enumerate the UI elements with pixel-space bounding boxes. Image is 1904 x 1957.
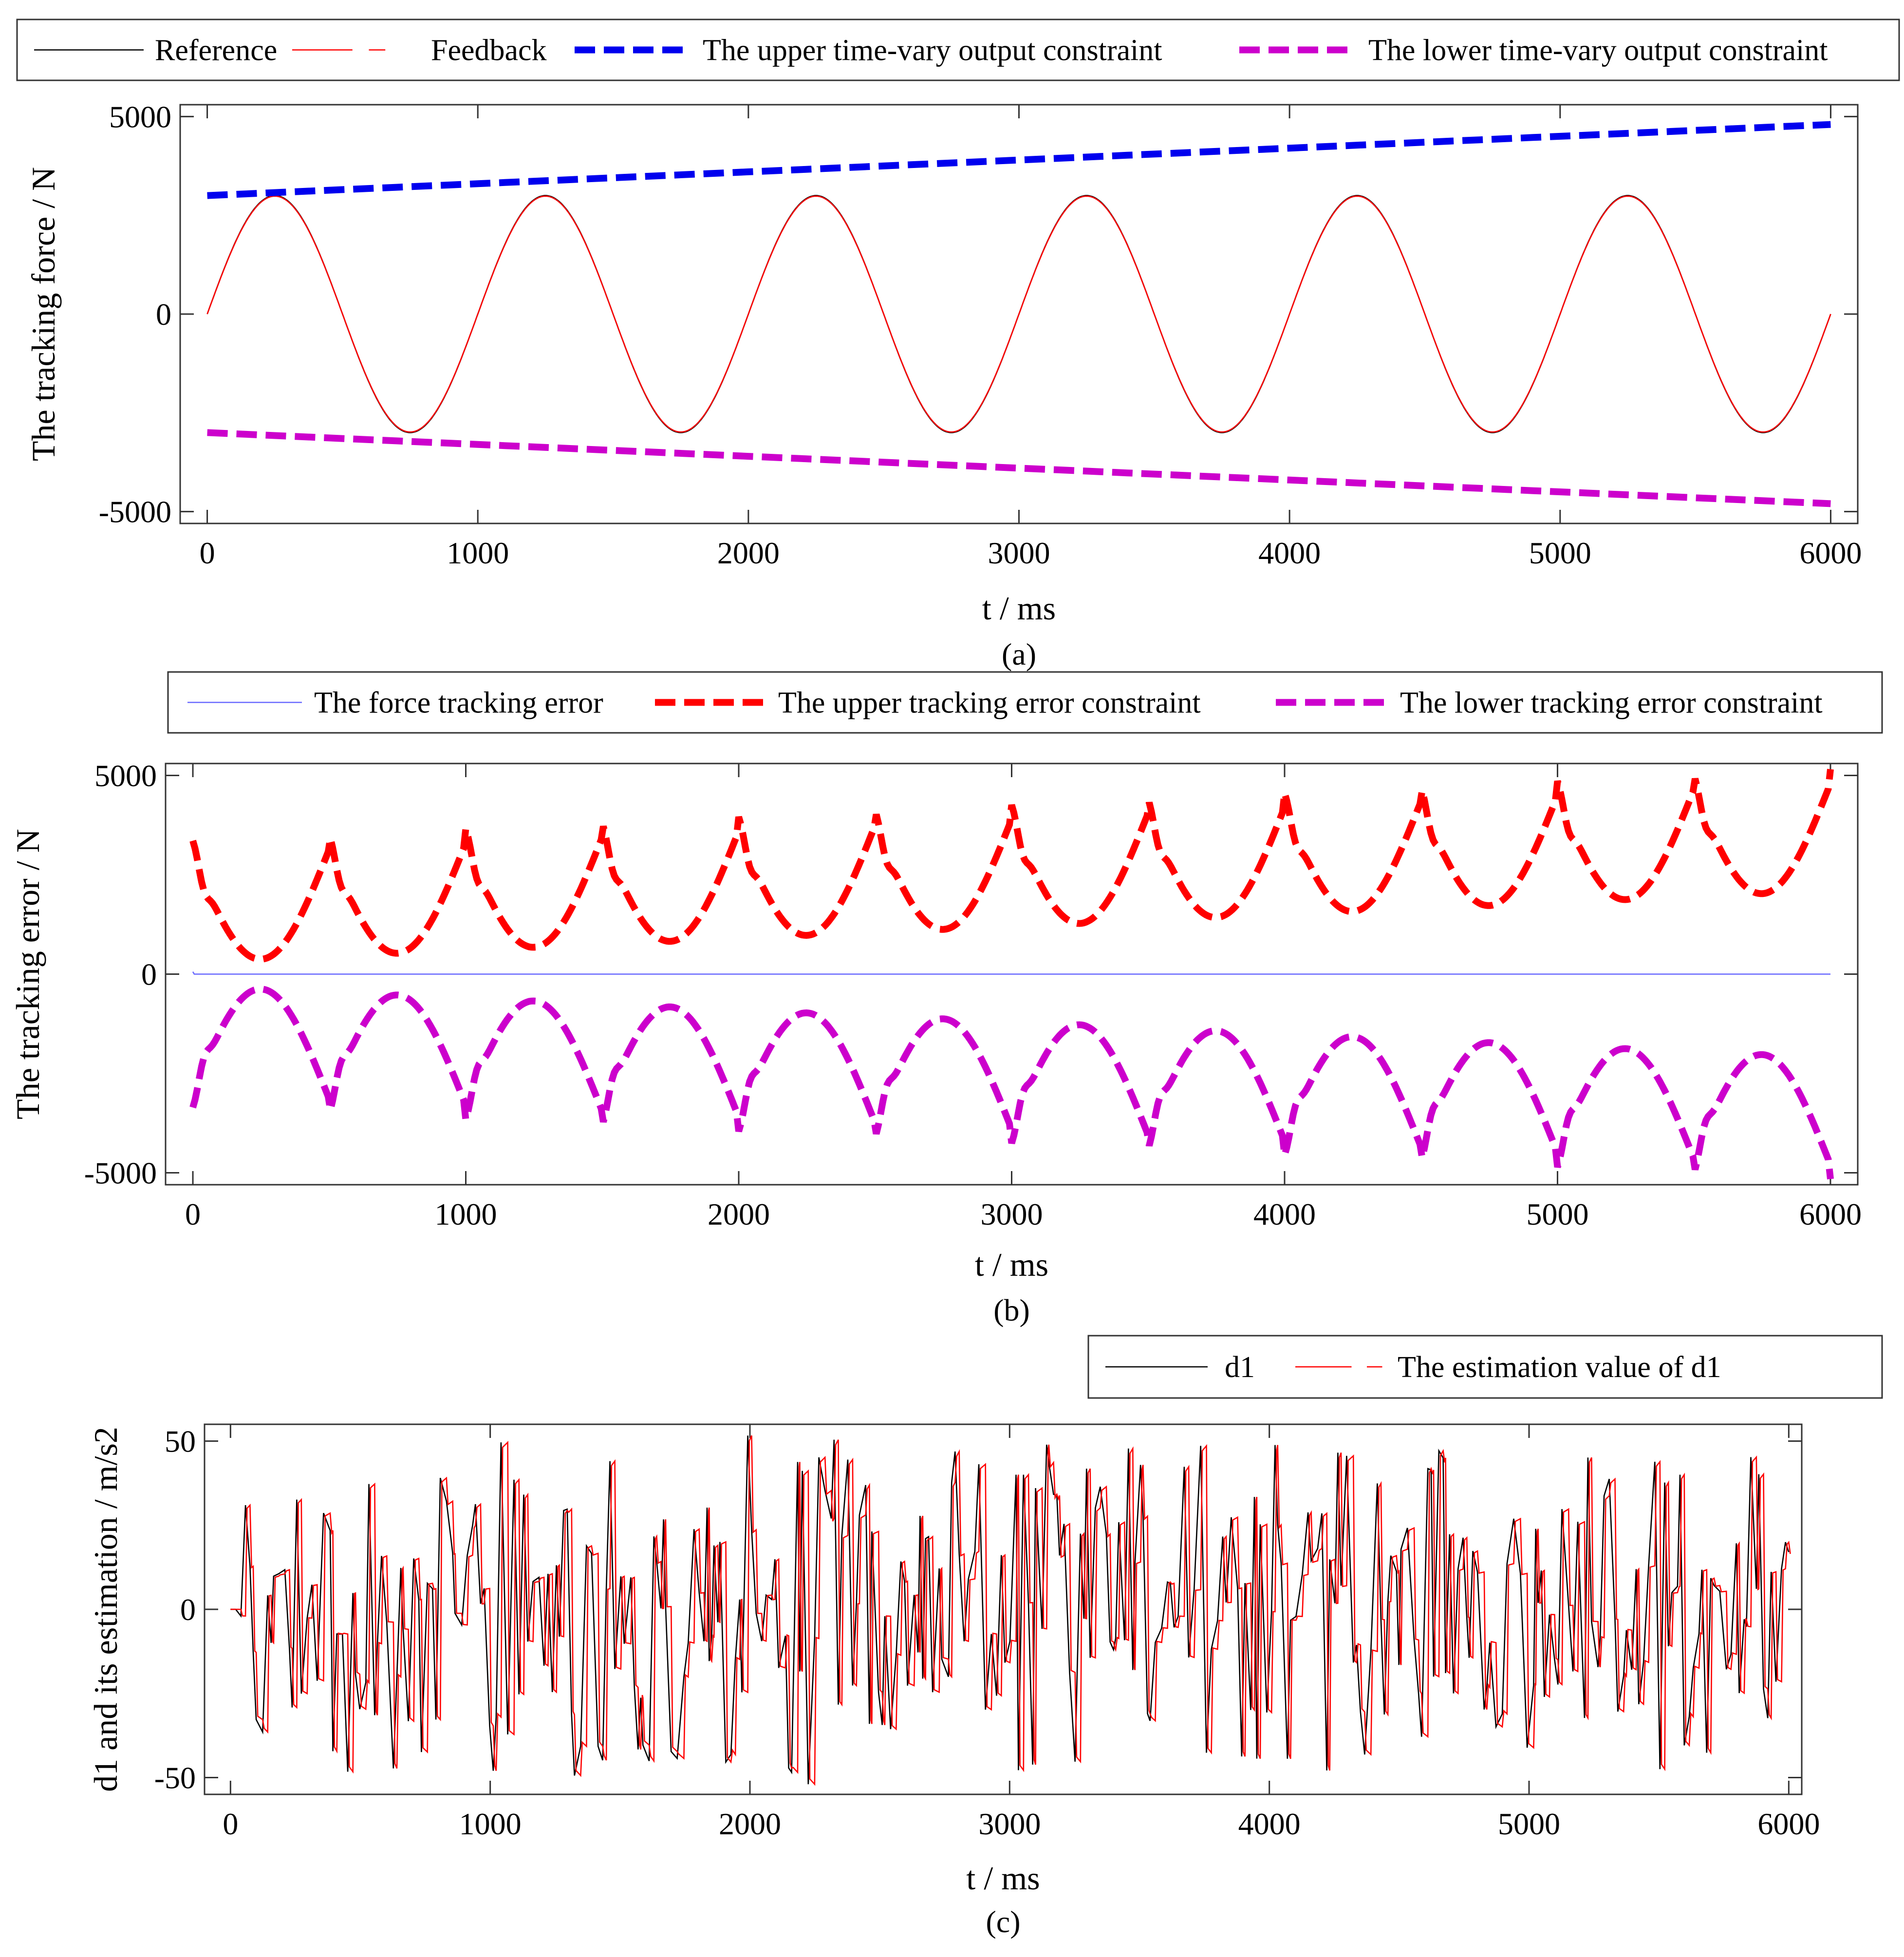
x-tick-label: 2000 xyxy=(719,1807,781,1841)
legend-label: The lower time-vary output constraint xyxy=(1368,34,1828,67)
series-group xyxy=(206,121,1831,507)
x-tick-label: 2000 xyxy=(717,536,780,570)
y-tick-label: 0 xyxy=(180,1592,196,1627)
x-tick-label: 5000 xyxy=(1498,1807,1560,1841)
legend-label: The upper time-vary output constraint xyxy=(703,34,1162,67)
series-line-the-estimation-value-of-d1 xyxy=(230,1435,1791,1786)
legend-label: Reference xyxy=(155,34,277,67)
y-axis-label: The tracking force / N xyxy=(25,167,62,461)
series-group xyxy=(189,768,1834,1180)
panel-caption: (c) xyxy=(986,1904,1020,1939)
legend-box xyxy=(167,671,1883,734)
panel-caption: (a) xyxy=(1002,637,1036,671)
panel-c: 0 1000 2000 3000 4000 5000 6000 -50 0 50 t / ms d1 … xyxy=(87,1335,1883,1939)
x-tick-label: 2000 xyxy=(708,1197,770,1231)
y-axis-label: d1 and its estimation / m/s2 xyxy=(87,1427,124,1792)
x-tick-label: 4000 xyxy=(1253,1197,1316,1231)
y-axis-label: The tracking error / N xyxy=(9,829,46,1119)
x-tick-label: 1000 xyxy=(447,536,509,570)
legend-label: The force tracking error xyxy=(314,687,603,720)
y-tick-label: 5000 xyxy=(109,99,171,134)
x-axis-label: t / ms xyxy=(966,1860,1040,1897)
x-axis-label: t / ms xyxy=(982,590,1056,627)
y-tick-label: -50 xyxy=(154,1760,196,1795)
y-tick-label: 5000 xyxy=(94,758,157,793)
series-group xyxy=(230,1435,1791,1786)
x-tick-label: 6000 xyxy=(1799,536,1862,570)
series-line-the-upper-tracking-error-constraint xyxy=(189,768,1834,963)
series-line-the-lower-time-vary-output-constraint xyxy=(207,429,1831,507)
panel-b: 0 1000 2000 3000 4000 5000 6000 -5000 0 5000 t / m… xyxy=(9,671,1883,1327)
x-tick-label: 5000 xyxy=(1529,536,1591,570)
panel-a: 0 1000 2000 3000 4000 5000 6000 -5000 0 5000 t / m… xyxy=(16,19,1900,671)
series-line-feedback xyxy=(206,195,1831,433)
x-tick-label: 3000 xyxy=(988,536,1050,570)
y-tick-label: 50 xyxy=(165,1424,196,1459)
x-tick-label: 4000 xyxy=(1258,536,1321,570)
x-tick-label: 1000 xyxy=(459,1807,522,1841)
y-tick-label: 0 xyxy=(156,297,171,332)
series-line-the-lower-tracking-error-constraint xyxy=(189,986,1834,1180)
x-tick-label: 3000 xyxy=(981,1197,1043,1231)
y-tick-label: -5000 xyxy=(99,495,171,529)
x-tick-label: 0 xyxy=(185,1197,201,1231)
x-tick-label: 1000 xyxy=(435,1197,497,1231)
x-tick-label: 6000 xyxy=(1757,1807,1820,1841)
series-line-the-force-tracking-error xyxy=(192,971,1830,975)
legend-label: Feedback xyxy=(431,34,547,67)
x-tick-label: 5000 xyxy=(1526,1197,1588,1231)
y-tick-label: 0 xyxy=(141,957,157,992)
legend-label: The lower tracking error constraint xyxy=(1400,687,1823,720)
x-axis-label: t / ms xyxy=(975,1246,1048,1283)
x-tick-label: 0 xyxy=(200,536,215,570)
x-tick-label: 6000 xyxy=(1799,1197,1862,1231)
legend-box xyxy=(1087,1335,1883,1399)
legend-label: d1 xyxy=(1225,1351,1255,1384)
x-tick-label: 4000 xyxy=(1238,1807,1301,1841)
series-line-d1 xyxy=(230,1435,1790,1785)
panel-caption: (b) xyxy=(993,1293,1030,1327)
legend-label: The estimation value of d1 xyxy=(1398,1351,1721,1384)
legend-label: The upper tracking error constraint xyxy=(778,687,1201,720)
x-tick-label: 0 xyxy=(223,1807,238,1841)
y-tick-label: -5000 xyxy=(84,1156,157,1191)
x-tick-label: 3000 xyxy=(978,1807,1041,1841)
series-line-the-upper-time-vary-output-constraint xyxy=(207,121,1831,199)
